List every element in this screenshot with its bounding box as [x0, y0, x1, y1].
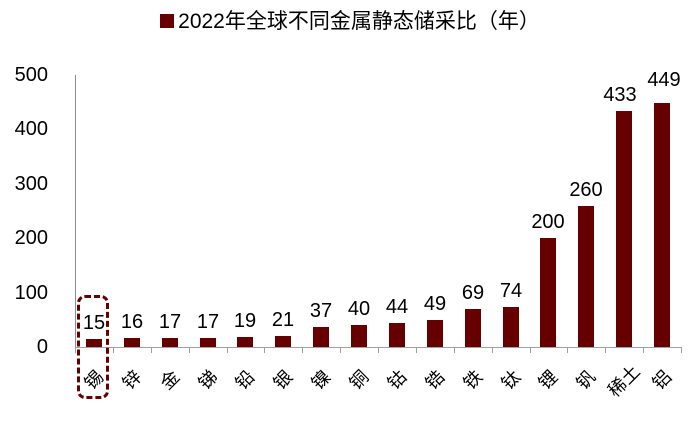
x-category-label: 铝 — [648, 366, 676, 394]
x-tick-mark — [75, 347, 76, 353]
x-tick-mark — [454, 347, 455, 353]
bar-7 — [351, 325, 367, 347]
x-category-label: 铁 — [459, 366, 487, 394]
data-label: 49 — [423, 293, 447, 315]
bar-4 — [237, 337, 253, 347]
bar-14 — [616, 111, 632, 347]
bar-8 — [389, 323, 405, 347]
x-tick-mark — [567, 347, 568, 353]
bar-9 — [427, 320, 443, 347]
legend-label: 2022年全球不同金属静态储采比（年） — [178, 10, 540, 33]
x-category-label: 金 — [156, 366, 184, 394]
x-category-label: 镍 — [307, 366, 335, 394]
y-tick-0: 0 — [36, 336, 48, 358]
x-tick-mark — [681, 347, 682, 353]
y-tick-100: 100 — [14, 282, 48, 304]
x-category-label: 银 — [269, 366, 297, 394]
chart-legend: 2022年全球不同金属静态储采比（年） — [0, 8, 700, 36]
data-label: 260 — [569, 179, 603, 201]
bar-0 — [86, 339, 102, 347]
x-tick-mark — [378, 347, 379, 353]
bar-1 — [124, 338, 140, 347]
data-label: 17 — [158, 311, 182, 333]
data-label: 16 — [120, 311, 144, 333]
y-tick-200: 200 — [14, 227, 48, 249]
bar-3 — [200, 338, 216, 347]
data-label: 200 — [531, 211, 565, 233]
bar-12 — [540, 238, 556, 347]
data-label: 433 — [603, 84, 637, 106]
data-label: 17 — [196, 311, 220, 333]
data-label: 69 — [461, 282, 485, 304]
data-label: 15 — [82, 312, 106, 334]
data-label: 21 — [271, 309, 295, 331]
x-tick-mark — [189, 347, 190, 353]
bar-5 — [275, 336, 291, 347]
x-tick-mark — [113, 347, 114, 353]
x-tick-mark — [530, 347, 531, 353]
data-label: 449 — [647, 69, 681, 91]
x-category-label: 铅 — [231, 366, 259, 394]
x-tick-mark — [302, 347, 303, 353]
bar-10 — [465, 309, 481, 347]
x-category-label: 锌 — [118, 366, 146, 394]
bar-13 — [578, 206, 594, 347]
bar-2 — [162, 338, 178, 347]
x-category-label: 钒 — [572, 366, 600, 394]
data-label: 37 — [309, 300, 333, 322]
x-category-label: 锂 — [534, 366, 562, 394]
y-tick-400: 400 — [14, 118, 48, 140]
legend-swatch — [160, 14, 175, 28]
y-tick-500: 500 — [14, 64, 48, 86]
bar-15 — [654, 103, 670, 347]
x-category-label: 钛 — [497, 366, 525, 394]
x-category-label: 锑 — [194, 366, 222, 394]
x-tick-mark — [264, 347, 265, 353]
data-label: 44 — [385, 296, 409, 318]
x-tick-mark — [227, 347, 228, 353]
x-tick-mark — [643, 347, 644, 353]
x-tick-mark — [340, 347, 341, 353]
x-tick-mark — [492, 347, 493, 353]
data-label: 19 — [233, 310, 257, 332]
x-tick-mark — [605, 347, 606, 353]
x-category-label: 钴 — [383, 366, 411, 394]
x-category-label: 锆 — [421, 366, 449, 394]
data-label: 74 — [499, 280, 523, 302]
x-tick-mark — [151, 347, 152, 353]
highlight-box-tin — [77, 295, 109, 399]
y-tick-300: 300 — [14, 173, 48, 195]
data-label: 40 — [347, 298, 371, 320]
y-axis-line — [75, 75, 76, 347]
x-category-label: 铜 — [345, 366, 373, 394]
x-tick-mark — [416, 347, 417, 353]
bar-6 — [313, 327, 329, 347]
bar-11 — [503, 307, 519, 347]
x-category-label: 稀土 — [604, 361, 644, 401]
